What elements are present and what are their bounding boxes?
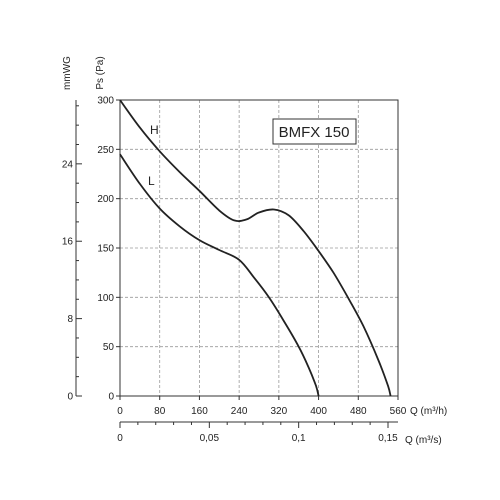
- x2-tick-label: 0,05: [200, 433, 220, 444]
- x2-tick-label: 0,1: [292, 433, 306, 444]
- x-tick-label: 400: [310, 406, 327, 417]
- model-label-box: [272, 118, 357, 145]
- series-curve-l: [119, 153, 320, 397]
- x-tick-label: 480: [350, 406, 367, 417]
- y-tick-label: 300: [97, 96, 114, 107]
- x-tick-label: 0: [117, 406, 123, 417]
- y-tick-label: 50: [103, 342, 115, 353]
- series-label-h: H: [150, 123, 159, 137]
- y2-tick-label: 16: [62, 237, 74, 248]
- series-curve-h: [119, 99, 392, 397]
- y-tick-label: 250: [97, 145, 114, 156]
- x-axis-title: Q (m³/h): [410, 406, 447, 417]
- model-label: BMFX 150: [279, 124, 350, 141]
- y-tick-label: 0: [108, 392, 114, 403]
- x-tick-label: 240: [231, 406, 248, 417]
- y2-axis-title: mmWG: [62, 56, 73, 90]
- y-axis-title: Ps (Pa): [95, 56, 106, 89]
- y-tick-label: 150: [97, 244, 114, 255]
- y-tick-label: 200: [97, 194, 114, 205]
- x-tick-label: 80: [154, 406, 166, 417]
- x2-axis-title: Q (m³/s): [405, 435, 442, 446]
- x2-tick-label: 0,15: [378, 433, 398, 444]
- y2-tick-label: 24: [62, 159, 74, 170]
- y2-tick-label: 0: [67, 392, 73, 403]
- x2-tick-label: 0: [117, 433, 123, 444]
- x-tick-label: 160: [191, 406, 208, 417]
- pa-axis: 0 50 100 150 200 250 300: [97, 96, 120, 403]
- x-tick-label: 320: [271, 406, 288, 417]
- y2-tick-label: 8: [67, 314, 73, 325]
- series-curves: HL: [119, 99, 392, 397]
- m3s-axis: 0 0,05 0,1 0,15: [117, 421, 398, 444]
- grid-lines: [120, 100, 398, 396]
- m3h-axis: 0 80 160 240 320 400 480 560: [117, 396, 407, 417]
- mmwg-axis: 0 8 16 24: [62, 100, 82, 403]
- x-tick-label: 560: [390, 406, 407, 417]
- y-tick-label: 100: [97, 293, 114, 304]
- series-label-l: L: [148, 174, 155, 188]
